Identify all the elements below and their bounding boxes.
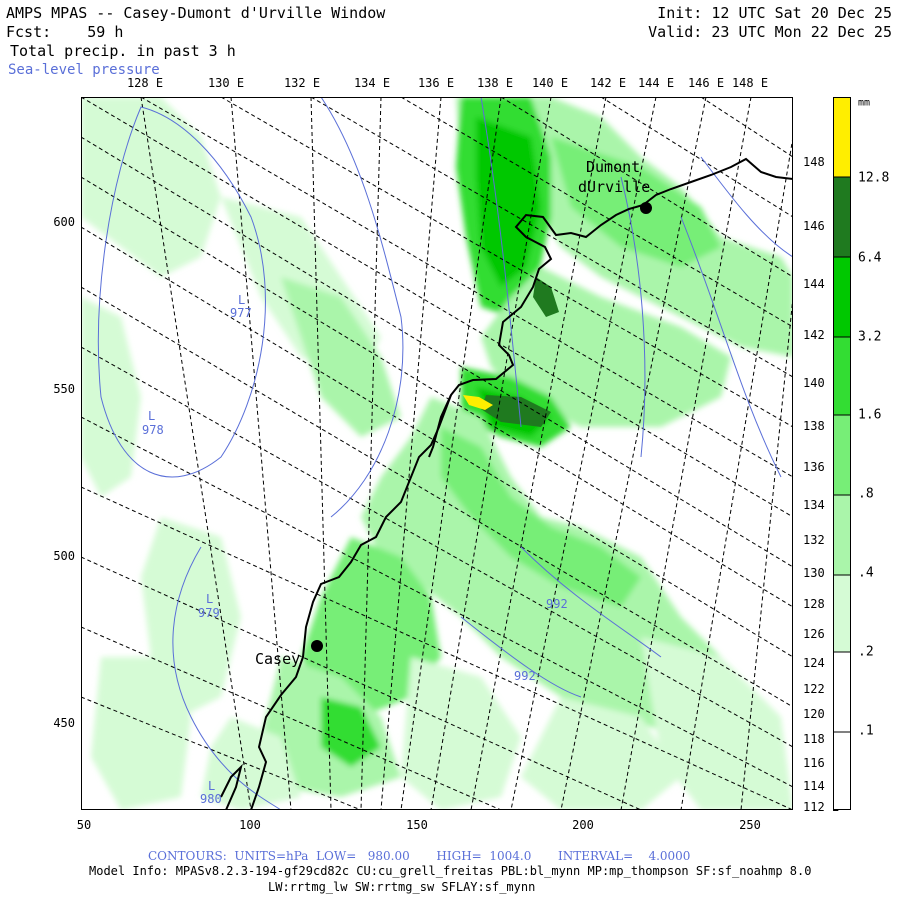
pressure-value-label: 992	[546, 597, 568, 611]
colorbar-bin	[833, 415, 851, 495]
forecast-hour: Fcst: 59 h	[6, 23, 124, 41]
right-lon-label: 120 E	[803, 707, 840, 721]
pressure-low-label: L	[148, 409, 156, 423]
bottom-axis-label: 200	[572, 818, 594, 832]
left-axis-label: 550	[53, 382, 75, 396]
pressure-value-label: 980	[200, 792, 222, 806]
model-info-2: LW:rrtmg_lw SW:rrtmg_sw SFLAY:sf_mynn	[268, 880, 536, 894]
bottom-axis-label: 50	[76, 818, 92, 832]
colorbar-bin	[833, 652, 851, 810]
bottom-axis-label: 100	[239, 818, 261, 832]
top-lon-label: 136 E	[417, 76, 455, 90]
contour-info: CONTOURS: UNITS=hPa LOW= 980.00 HIGH= 10…	[148, 849, 691, 863]
right-lon-label: 138 E	[803, 419, 840, 433]
right-lon-label: 112 E	[803, 800, 840, 814]
station-label-dumont: Dumont	[586, 158, 641, 176]
left-axis-label: 600	[53, 215, 75, 229]
right-lon-label: 140 E	[803, 376, 840, 390]
colorbar-label: 3.2	[858, 329, 882, 345]
top-lon-label: 132 E	[283, 76, 321, 90]
precip-map	[81, 97, 793, 810]
top-lon-label: 128 E	[126, 76, 164, 90]
top-lon-label: 138 E	[476, 76, 514, 90]
station-label-dumont-2: dUrville	[578, 178, 651, 196]
pressure-value-label: 992	[514, 669, 536, 683]
colorbar-label: .1	[858, 723, 874, 739]
colorbar-bin	[833, 575, 851, 652]
right-lon-label: 144 E	[803, 277, 840, 291]
overlay-name: Sea-level pressure	[8, 62, 160, 78]
pressure-low-label: L	[238, 293, 246, 307]
pressure-contours	[97, 97, 793, 810]
colorbar-bin	[833, 177, 851, 257]
colorbar-label: 12.8	[858, 170, 890, 186]
right-lon-label: 132 E	[803, 533, 840, 547]
station-marker-casey	[311, 640, 323, 652]
left-axis-label: 450	[53, 716, 75, 730]
model-info: Model Info: MPASv8.2.3-194-gf29cd82c CU:…	[89, 864, 812, 878]
pressure-value-label: 977	[230, 306, 252, 320]
precip-colorbar	[833, 97, 851, 810]
colorbar-label: .4	[858, 565, 874, 581]
colorbar-label: .2	[858, 644, 874, 660]
right-lon-label: 146 E	[803, 219, 840, 233]
right-lon-label: 126 E	[803, 627, 840, 641]
bottom-axis-label: 250	[739, 818, 761, 832]
colorbar-unit: mm	[858, 97, 871, 109]
colorbar-label: 6.4	[858, 250, 882, 266]
top-lon-label: 134 E	[353, 76, 391, 90]
top-lon-label: 148 E	[731, 76, 769, 90]
right-lon-label: 128 E	[803, 597, 840, 611]
right-lon-label: 124 E	[803, 656, 840, 670]
pressure-value-label: 979	[198, 606, 220, 620]
top-lon-label: 142 E	[589, 76, 627, 90]
station-marker-dumont	[640, 202, 652, 214]
right-lon-label: 142 E	[803, 328, 840, 342]
right-lon-label: 148 E	[803, 155, 840, 169]
right-lon-label: 136 E	[803, 460, 840, 474]
right-lon-label: 134 E	[803, 498, 840, 512]
max-precip-core	[463, 395, 493, 410]
heavy-precip-core	[481, 395, 551, 427]
heavy-precip-core	[533, 277, 559, 317]
colorbar-label: .8	[858, 486, 874, 502]
right-lon-label: 114 E	[803, 779, 840, 793]
valid-time: Valid: 23 UTC Mon 22 Dec 25	[648, 23, 892, 41]
colorbar-bin	[833, 257, 851, 337]
right-lon-label: 116 E	[803, 756, 840, 770]
colorbar-bin	[833, 495, 851, 575]
pressure-value-label: 978	[142, 423, 164, 437]
top-lon-label: 146 E	[687, 76, 725, 90]
colorbar-label: 1.6	[858, 407, 882, 423]
pressure-low-label: L	[206, 592, 214, 606]
bottom-axis-label: 150	[406, 818, 428, 832]
pressure-low-label: L	[208, 779, 216, 793]
top-lon-label: 140 E	[531, 76, 569, 90]
right-lon-label: 122 E	[803, 682, 840, 696]
field-name: Total precip. in past 3 h	[10, 42, 236, 60]
station-label-casey: Casey	[255, 650, 301, 668]
top-lon-label: 130 E	[207, 76, 245, 90]
lat-lon-grid	[81, 97, 793, 810]
colorbar-bin	[833, 337, 851, 415]
top-lon-label: 144 E	[637, 76, 675, 90]
init-time: Init: 12 UTC Sat 20 Dec 25	[657, 4, 892, 22]
right-lon-label: 118 E	[803, 732, 840, 746]
left-axis-label: 500	[53, 549, 75, 563]
chart-title: AMPS MPAS -- Casey-Dumont d'Urville Wind…	[6, 4, 386, 22]
colorbar-bin	[833, 97, 851, 177]
right-lon-label: 130 E	[803, 566, 840, 580]
